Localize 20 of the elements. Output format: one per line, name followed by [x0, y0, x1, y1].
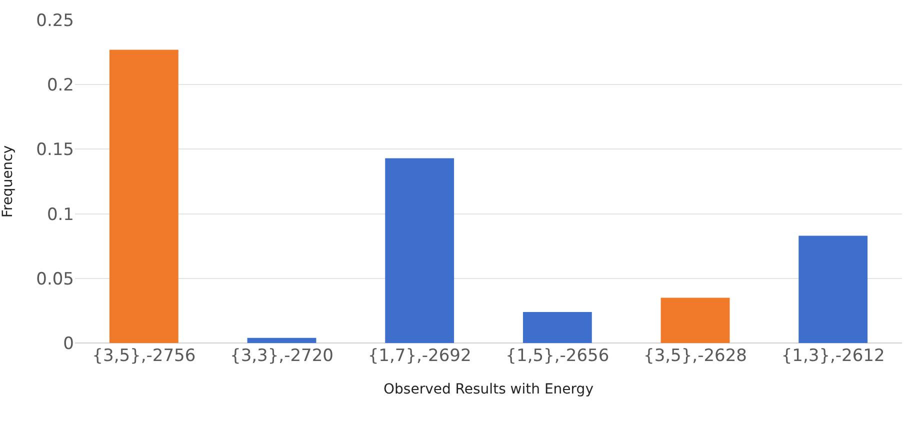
y-tick-label: 0 — [63, 334, 74, 354]
bar — [660, 298, 730, 343]
bar — [522, 312, 592, 343]
bar — [385, 158, 454, 343]
y-tick-label: 0.15 — [36, 140, 74, 160]
bar — [109, 50, 178, 343]
x-tick-label: {3,5},-2628 — [644, 346, 747, 366]
x-tick-label: {3,5},-2756 — [92, 346, 196, 366]
y-axis-title: Frequency — [0, 145, 16, 218]
x-tick-label: {3,3},-2720 — [230, 346, 334, 366]
x-axis-title: Observed Results with Energy — [384, 381, 594, 398]
x-tick-label: {1,5},-2656 — [506, 346, 610, 366]
bar — [798, 236, 868, 343]
x-tick-label: {1,3},-2612 — [781, 346, 885, 366]
bar — [247, 338, 316, 343]
y-tick-label: 0.1 — [46, 204, 74, 225]
y-tick-label: 0.25 — [36, 10, 74, 31]
x-tick-label: {1,7},-2692 — [368, 346, 472, 366]
y-tick-label: 0.05 — [36, 269, 74, 290]
y-tick-label: 0.2 — [46, 76, 74, 96]
